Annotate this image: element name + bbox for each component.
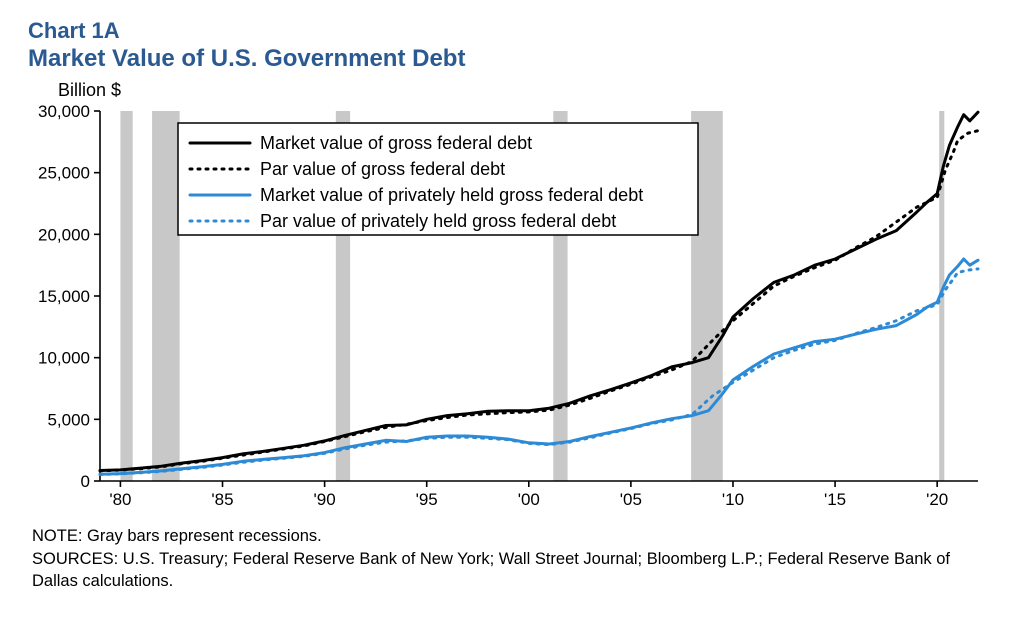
y-tick-label: 10,000 (38, 349, 90, 368)
x-tick-label: '95 (416, 490, 438, 509)
legend-label: Par value of gross federal debt (260, 159, 505, 179)
y-axis-unit: Billion $ (58, 80, 996, 101)
x-tick-label: '00 (518, 490, 540, 509)
note-text: NOTE: Gray bars represent recessions. (32, 525, 996, 547)
recession-bar (120, 111, 132, 481)
x-tick-label: '80 (109, 490, 131, 509)
x-tick-label: '05 (620, 490, 642, 509)
y-tick-label: 20,000 (38, 226, 90, 245)
line-chart: 0 5,000 10,000 15,000 20,000 25,000 30,000 '80 '… (28, 101, 996, 521)
y-tick-label: 0 (81, 472, 90, 491)
y-tick-label: 30,000 (38, 102, 90, 121)
chart-label: Chart 1A (28, 18, 996, 44)
y-tick-label: 15,000 (38, 287, 90, 306)
x-tick-label: '20 (926, 490, 948, 509)
recession-bar (152, 111, 180, 481)
chart-title: Market Value of U.S. Government Debt (28, 44, 996, 74)
y-tick-label: 25,000 (38, 164, 90, 183)
legend-label: Par value of privately held gross federa… (260, 211, 616, 231)
x-tick-label: '10 (722, 490, 744, 509)
x-tick-label: '85 (211, 490, 233, 509)
x-tick-label: '90 (314, 490, 336, 509)
legend-label: Market value of privately held gross fed… (260, 185, 643, 205)
legend-label: Market value of gross federal debt (260, 133, 532, 153)
page: Chart 1A Market Value of U.S. Government… (0, 0, 1024, 625)
x-tick-label: '15 (824, 490, 846, 509)
chart-footer: NOTE: Gray bars represent recessions. SO… (32, 525, 996, 592)
sources-text: SOURCES: U.S. Treasury; Federal Reserve … (32, 548, 996, 593)
y-tick-label: 5,000 (47, 411, 90, 430)
